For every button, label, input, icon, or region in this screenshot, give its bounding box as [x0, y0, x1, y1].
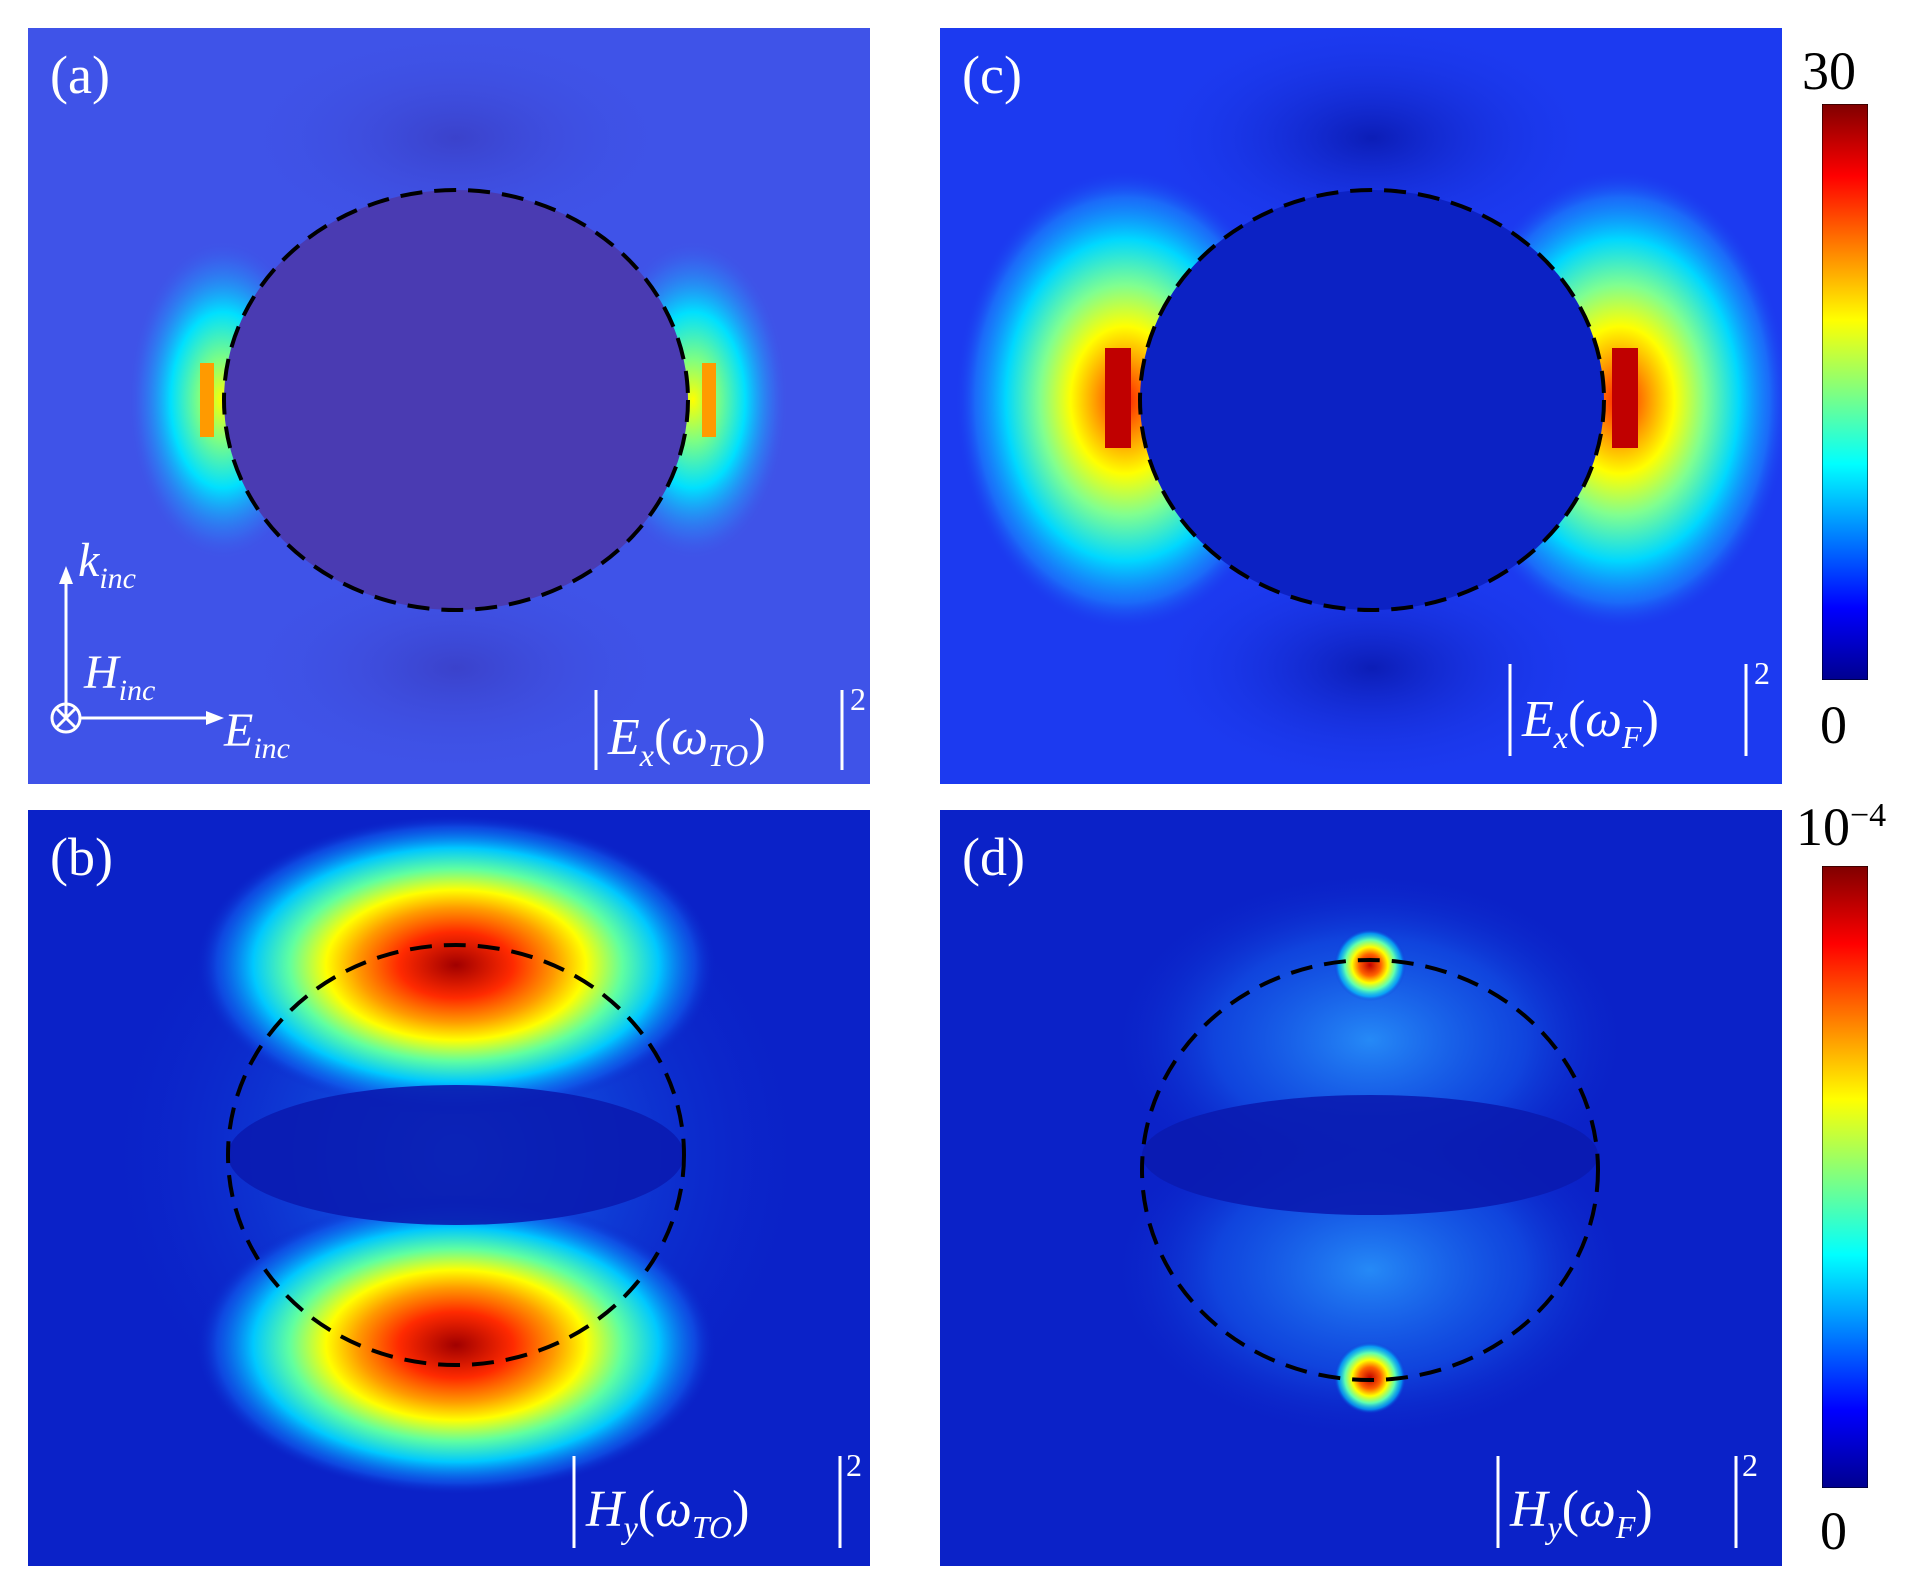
panel-b-boundary	[226, 943, 686, 1367]
panel-d-center-band	[1142, 1095, 1598, 1215]
panel-b-field-label: Hy(ωTO) 2	[572, 1447, 862, 1548]
k-label: kinc	[78, 534, 136, 595]
panel-d-hotspot-top	[1334, 929, 1406, 1001]
panel-c-shadow-bottom	[1142, 548, 1602, 784]
panel-c-label: (c)	[962, 45, 1022, 105]
h-into-page-icon	[50, 702, 82, 734]
panel-a-label: (a)	[50, 45, 110, 105]
svg-text:Ex(ωF): Ex(ωF)	[1521, 691, 1659, 755]
panel-c-shadow-top	[1142, 28, 1602, 258]
panel-b-label: (b)	[50, 827, 113, 887]
e-arrowhead	[206, 711, 224, 725]
panel-c-heatmap: Ex(ωF) 2	[940, 28, 1782, 784]
k-arrowhead	[59, 566, 73, 584]
panel-b: Hy(ωTO) 2 (b)	[28, 810, 870, 1566]
incident-vectors-inset	[50, 566, 224, 734]
panel-d-boundary	[1140, 958, 1600, 1382]
panel-c-particle	[1140, 190, 1604, 610]
e-label: Einc	[223, 704, 290, 765]
svg-text:Hy(ωF): Hy(ωF)	[1509, 1481, 1653, 1545]
colorbar-magnetic-gradient	[1822, 866, 1868, 1488]
svg-text:Hy(ωTO): Hy(ωTO)	[585, 1481, 749, 1545]
panel-a: kinc Hinc Einc Ex(ωTO) 2 (a)	[28, 28, 870, 784]
panel-a-shadow-top	[236, 28, 676, 248]
colorbar-magnetic-min: 0	[1820, 1501, 1847, 1561]
colorbar-magnetic	[1822, 866, 1868, 1488]
panel-d: Hy(ωF) 2 (d)	[940, 810, 1782, 1566]
svg-text:2: 2	[850, 681, 866, 717]
panel-b-center-band	[228, 1085, 684, 1225]
panel-d-heatmap: Hy(ωF) 2	[940, 810, 1782, 1566]
panel-a-heatmap: kinc Hinc Einc Ex(ωTO) 2	[28, 28, 870, 784]
colorbar-electric	[1822, 104, 1868, 680]
svg-text:2: 2	[846, 1447, 862, 1483]
colorbar-electric-max: 30	[1802, 41, 1856, 101]
panel-d-label: (d)	[962, 827, 1025, 887]
panel-a-peak-right	[702, 363, 716, 437]
panel-c-peak-left	[1105, 348, 1131, 448]
panel-c: Ex(ωF) 2 (c)	[940, 28, 1782, 784]
panel-a-peak-left	[200, 363, 214, 437]
panel-b-hotspot-bottom	[196, 1195, 716, 1495]
colorbar-magnetic-max-base: 10	[1796, 797, 1850, 857]
panel-c-boundary	[1138, 188, 1606, 612]
panel-c-peak-right	[1612, 348, 1638, 448]
panel-a-shadow-bottom	[236, 558, 676, 778]
svg-text:2: 2	[1742, 1447, 1758, 1483]
panel-a-field-label: Ex(ωTO) 2	[594, 681, 866, 773]
panel-d-field-label: Hy(ωF) 2	[1496, 1447, 1758, 1548]
h-label: Hinc	[83, 646, 155, 707]
panel-b-heatmap: Hy(ωTO) 2	[28, 810, 870, 1566]
panel-c-field-label: Ex(ωF) 2	[1508, 655, 1770, 756]
colorbar-electric-min: 0	[1820, 695, 1847, 755]
panel-b-hotspot-top	[196, 815, 716, 1115]
svg-text:Ex(ωTO): Ex(ωTO)	[607, 709, 766, 773]
colorbar-electric-gradient	[1822, 104, 1868, 680]
panel-a-particle	[224, 190, 688, 610]
svg-text:2: 2	[1754, 655, 1770, 691]
h-cross-2	[54, 706, 78, 730]
colorbar-magnetic-max-exp: −4	[1850, 797, 1887, 834]
colorbar-magnetic-max: 10−4	[1796, 796, 1886, 858]
panel-a-boundary	[222, 188, 690, 612]
